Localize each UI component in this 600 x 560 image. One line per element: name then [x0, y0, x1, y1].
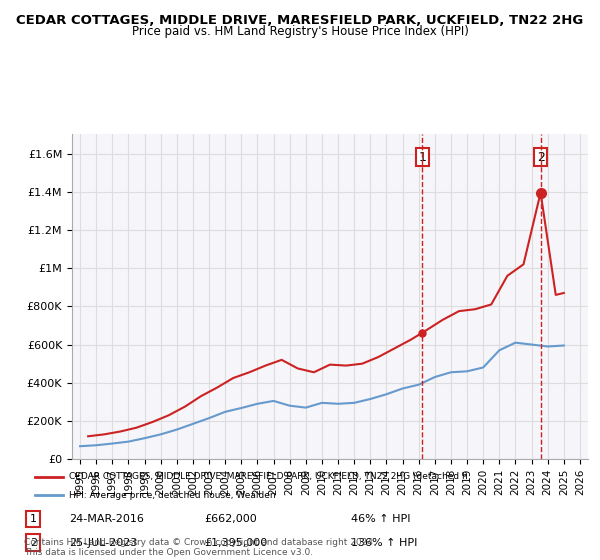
Text: 1: 1 [418, 151, 427, 164]
Text: £662,000: £662,000 [205, 514, 257, 524]
Text: Price paid vs. HM Land Registry's House Price Index (HPI): Price paid vs. HM Land Registry's House … [131, 25, 469, 38]
Text: 25-JUL-2023: 25-JUL-2023 [69, 538, 137, 548]
Text: CEDAR COTTAGES, MIDDLE DRIVE, MARESFIELD PARK, UCKFIELD, TN22 2HG: CEDAR COTTAGES, MIDDLE DRIVE, MARESFIELD… [16, 14, 584, 27]
Text: 24-MAR-2016: 24-MAR-2016 [69, 514, 144, 524]
Text: 1: 1 [29, 514, 37, 524]
Text: 2: 2 [29, 538, 37, 548]
Text: Contains HM Land Registry data © Crown copyright and database right 2024.
This d: Contains HM Land Registry data © Crown c… [24, 538, 376, 557]
Text: £1,395,000: £1,395,000 [205, 538, 268, 548]
Text: HPI: Average price, detached house, Wealden: HPI: Average price, detached house, Weal… [69, 491, 276, 500]
Text: 2: 2 [536, 151, 545, 164]
Text: 46% ↑ HPI: 46% ↑ HPI [351, 514, 410, 524]
Text: 136% ↑ HPI: 136% ↑ HPI [351, 538, 418, 548]
Text: CEDAR COTTAGES, MIDDLE DRIVE, MARESFIELD PARK, UCKFIELD, TN22 2HG (detached h: CEDAR COTTAGES, MIDDLE DRIVE, MARESFIELD… [69, 472, 468, 481]
